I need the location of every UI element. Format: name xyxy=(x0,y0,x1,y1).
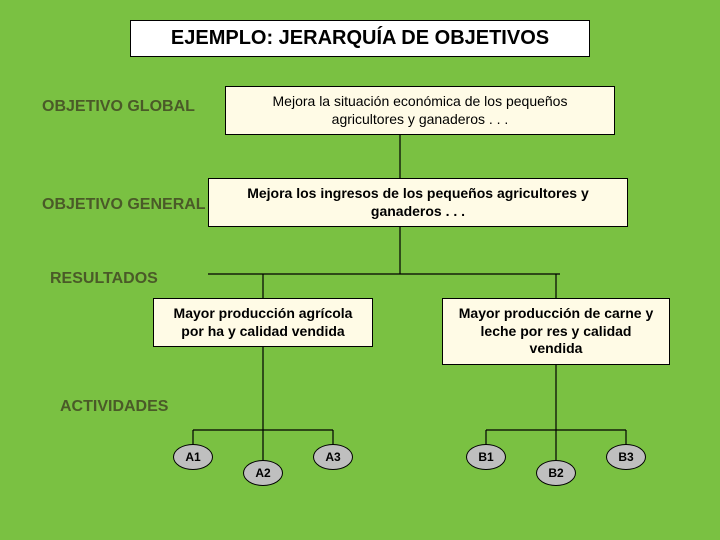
activity-a2: A2 xyxy=(243,460,283,486)
activity-a1: A1 xyxy=(173,444,213,470)
label-global: OBJETIVO GLOBAL xyxy=(42,98,195,116)
label-actividades: ACTIVIDADES xyxy=(60,398,168,416)
label-general: OBJETIVO GENERAL xyxy=(42,196,206,214)
box-general: Mejora los ingresos de los pequeños agri… xyxy=(208,178,628,227)
activity-b2: B2 xyxy=(536,460,576,486)
box-global: Mejora la situación económica de los peq… xyxy=(225,86,615,135)
label-resultados: RESULTADOS xyxy=(50,270,158,288)
activity-b3: B3 xyxy=(606,444,646,470)
activity-a3: A3 xyxy=(313,444,353,470)
page-title: EJEMPLO: JERARQUÍA DE OBJETIVOS xyxy=(130,20,590,57)
box-result-a: Mayor producción agrícola por ha y calid… xyxy=(153,298,373,347)
box-result-b: Mayor producción de carne y leche por re… xyxy=(442,298,670,365)
activity-b1: B1 xyxy=(466,444,506,470)
